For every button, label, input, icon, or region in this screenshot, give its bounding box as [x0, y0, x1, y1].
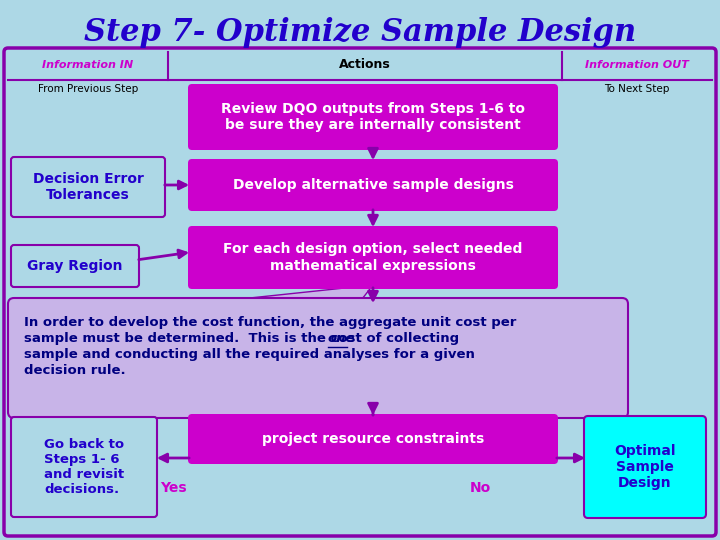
FancyBboxPatch shape — [11, 245, 139, 287]
Text: Go back to
Steps 1- 6
and revisit
decisions.: Go back to Steps 1- 6 and revisit decisi… — [44, 438, 124, 496]
Text: Step 7- Optimize Sample Design: Step 7- Optimize Sample Design — [84, 17, 636, 49]
Text: Yes: Yes — [160, 481, 186, 495]
Text: Information IN: Information IN — [42, 60, 134, 70]
Polygon shape — [155, 285, 373, 308]
Text: decision rule.: decision rule. — [24, 364, 125, 377]
Text: Decision Error
Tolerances: Decision Error Tolerances — [32, 172, 143, 202]
FancyBboxPatch shape — [188, 84, 558, 150]
Text: From Previous Step: From Previous Step — [38, 84, 138, 94]
Text: one: one — [328, 332, 356, 345]
Text: In order to develop the cost function, the aggregate unit cost per: In order to develop the cost function, t… — [24, 316, 516, 329]
Text: No: No — [469, 481, 490, 495]
FancyBboxPatch shape — [4, 48, 716, 536]
Text: project resource constraints: project resource constraints — [262, 432, 484, 446]
FancyBboxPatch shape — [11, 417, 157, 517]
Text: Information OUT: Information OUT — [585, 60, 689, 70]
Text: sample and conducting all the required analyses for a given: sample and conducting all the required a… — [24, 348, 475, 361]
FancyBboxPatch shape — [188, 414, 558, 464]
Text: sample must be determined.  This is the cost of collecting: sample must be determined. This is the c… — [24, 332, 464, 345]
FancyBboxPatch shape — [188, 159, 558, 211]
Text: Actions: Actions — [339, 58, 391, 71]
Text: To Next Step: To Next Step — [604, 84, 670, 94]
Text: Review DQO outputs from Steps 1-6 to
be sure they are internally consistent: Review DQO outputs from Steps 1-6 to be … — [221, 102, 525, 132]
FancyBboxPatch shape — [11, 157, 165, 217]
FancyBboxPatch shape — [584, 416, 706, 518]
Text: Gray Region: Gray Region — [27, 259, 122, 273]
Text: Optimal
Sample
Design: Optimal Sample Design — [614, 444, 676, 490]
FancyBboxPatch shape — [8, 298, 628, 418]
Text: Develop alternative sample designs: Develop alternative sample designs — [233, 178, 513, 192]
FancyBboxPatch shape — [188, 226, 558, 289]
Text: For each design option, select needed
mathematical expressions: For each design option, select needed ma… — [223, 242, 523, 273]
